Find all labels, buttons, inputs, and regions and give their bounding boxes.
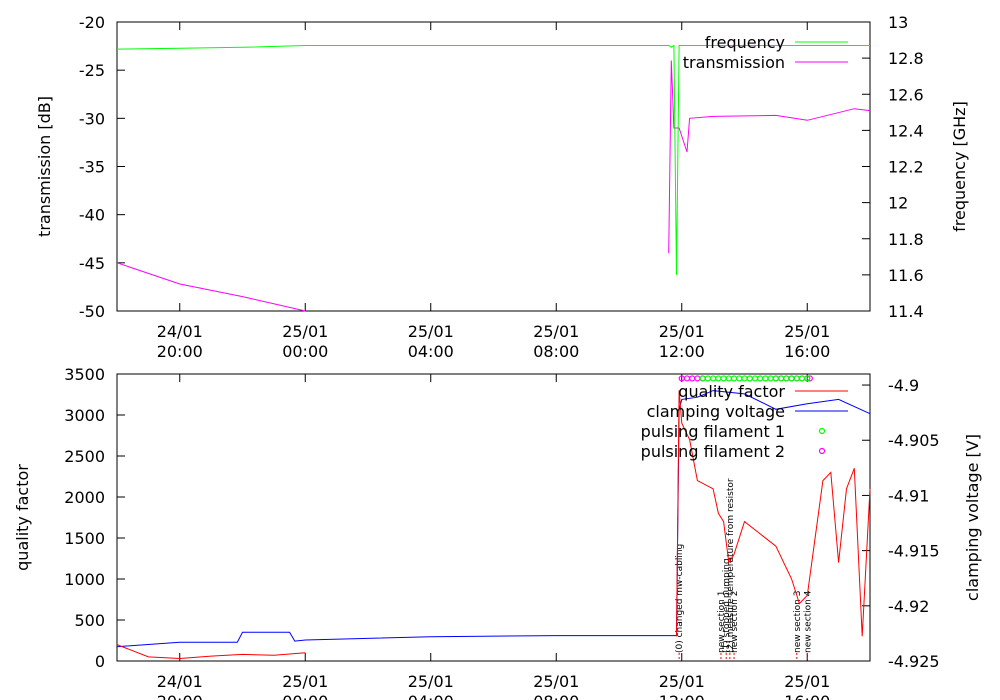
legend-label: frequency bbox=[705, 33, 785, 52]
marker bbox=[725, 375, 732, 382]
marker bbox=[689, 375, 696, 382]
marker bbox=[720, 375, 727, 382]
series-line bbox=[116, 60, 871, 312]
y-tick-label: -45 bbox=[79, 254, 105, 273]
marker bbox=[806, 375, 813, 382]
marker bbox=[730, 375, 738, 382]
y2-tick-label: 12.2 bbox=[888, 158, 924, 177]
marker bbox=[704, 375, 711, 382]
y-tick-label: -20 bbox=[79, 13, 105, 32]
y-tick-label: 1000 bbox=[64, 570, 105, 589]
y-tick-label: 2500 bbox=[64, 447, 105, 466]
series-line bbox=[116, 44, 870, 275]
y-tick-label: -50 bbox=[79, 302, 105, 321]
marker bbox=[710, 375, 717, 382]
marker bbox=[715, 375, 722, 382]
y2-tick-label: 11.6 bbox=[888, 266, 924, 285]
annotation: new section 3 bbox=[793, 591, 803, 653]
y-tick-label: 500 bbox=[74, 611, 105, 630]
annotation: (1) stopped pumping bbox=[722, 558, 732, 653]
y2-axis-label: clamping voltage [V] bbox=[963, 434, 982, 601]
marker bbox=[788, 375, 795, 382]
marker bbox=[793, 375, 800, 382]
marker bbox=[699, 375, 706, 382]
marker bbox=[736, 375, 743, 382]
marker bbox=[746, 375, 753, 382]
annotation: new section 2 bbox=[730, 591, 740, 653]
legend-label: pulsing filament 1 bbox=[641, 422, 785, 441]
marker bbox=[767, 375, 774, 382]
legend-label: pulsing filament 2 bbox=[641, 442, 785, 461]
annotation: (0) changed mw-cabling bbox=[675, 544, 685, 653]
marker bbox=[772, 375, 779, 382]
legend-label: quality factor bbox=[678, 382, 785, 401]
annotation: new section 1 bbox=[717, 591, 727, 653]
y2-tick-label: 12.6 bbox=[888, 85, 924, 104]
y-tick-label: 3000 bbox=[64, 406, 105, 425]
y-axis-label: transmission [dB] bbox=[35, 96, 54, 237]
y-tick-label: 0 bbox=[95, 652, 105, 671]
plot-frame bbox=[116, 373, 871, 662]
annotation: new section 4 bbox=[803, 590, 813, 653]
y-tick-label: -35 bbox=[79, 158, 105, 177]
y2-tick-label: -4.9 bbox=[888, 376, 919, 395]
marker bbox=[757, 375, 764, 382]
y2-tick-label: 11.8 bbox=[888, 230, 924, 249]
y2-tick-label: -4.92 bbox=[888, 597, 929, 616]
y-tick-label: -30 bbox=[79, 109, 105, 128]
legend-label: transmission bbox=[683, 53, 785, 72]
y2-tick-label: 12.4 bbox=[888, 121, 924, 140]
marker bbox=[804, 375, 811, 382]
y2-tick-label: 12 bbox=[888, 194, 908, 213]
legend-label: clamping voltage bbox=[647, 402, 785, 421]
y2-tick-label: -4.915 bbox=[888, 542, 940, 561]
marker bbox=[762, 375, 769, 382]
y-tick-label: 1500 bbox=[64, 529, 105, 548]
marker bbox=[751, 375, 759, 382]
marker bbox=[694, 375, 701, 382]
marker bbox=[798, 375, 806, 382]
legend-marker bbox=[818, 427, 826, 435]
annotation: (2) measure temperature from resistor bbox=[726, 478, 736, 653]
y-tick-label: -25 bbox=[79, 61, 105, 80]
y2-tick-label: -4.91 bbox=[888, 486, 929, 505]
y-axis-label: quality factor bbox=[13, 464, 32, 571]
marker bbox=[683, 375, 691, 382]
marker bbox=[783, 375, 790, 382]
y-tick-label: -40 bbox=[79, 206, 105, 225]
series-line bbox=[116, 390, 871, 660]
legend-marker bbox=[818, 447, 826, 455]
y2-tick-label: 11.4 bbox=[888, 302, 924, 321]
marker bbox=[741, 375, 748, 382]
y2-axis-label: frequency [GHz] bbox=[950, 101, 969, 232]
y2-tick-label: -4.905 bbox=[888, 431, 940, 450]
y2-tick-label: -4.925 bbox=[888, 652, 940, 671]
y-tick-label: 2000 bbox=[64, 488, 105, 507]
marker bbox=[778, 375, 785, 382]
y2-tick-label: 13 bbox=[888, 13, 908, 32]
y2-tick-label: 12.8 bbox=[888, 49, 924, 68]
y-tick-label: 3500 bbox=[64, 365, 105, 384]
